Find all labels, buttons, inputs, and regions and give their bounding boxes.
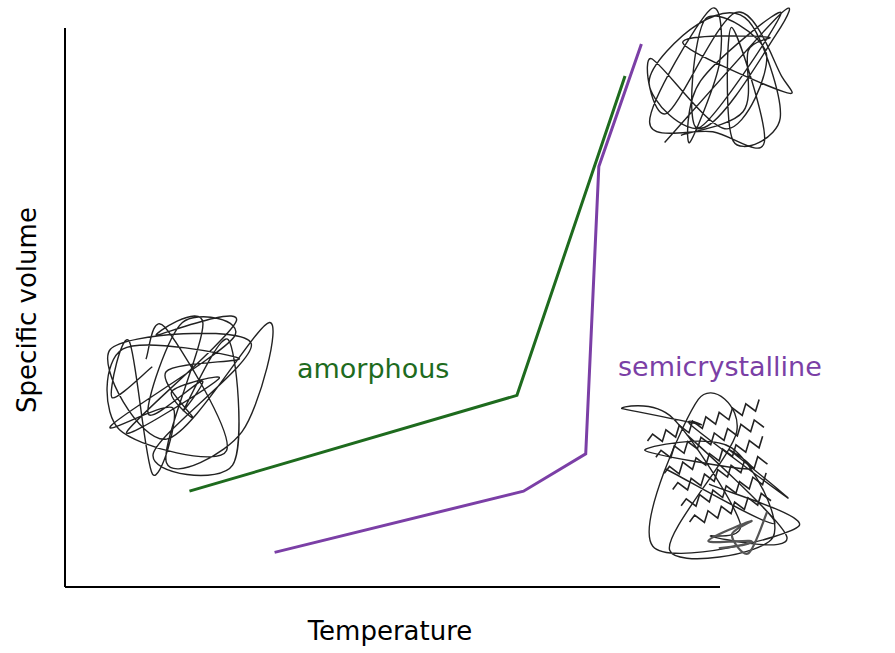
- svg-text:amorphous: amorphous: [297, 353, 449, 384]
- svg-text:semicrystalline: semicrystalline: [618, 351, 822, 382]
- svg-text:Specific volume: Specific volume: [12, 207, 42, 413]
- svg-text:Temperature: Temperature: [307, 616, 473, 646]
